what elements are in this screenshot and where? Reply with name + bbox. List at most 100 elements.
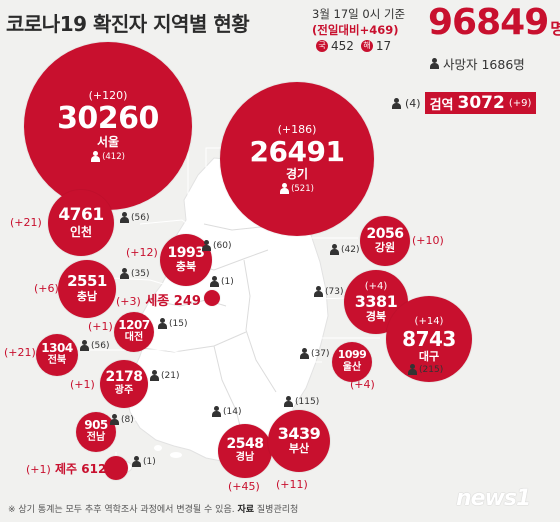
region-deaths-value: (14) <box>223 406 242 417</box>
region-increase: (+186) <box>277 123 317 137</box>
person-icon <box>91 151 101 163</box>
region-deaths-value: (521) <box>291 183 314 194</box>
person-icon <box>430 58 439 69</box>
source-label: 자료 <box>237 505 255 515</box>
date-info: 3월 17일 0시 기준 (전일대비+469) <box>312 6 422 38</box>
region-name: 충남 <box>76 289 98 303</box>
region-deaths-gyeongbuk: (73) <box>314 286 343 297</box>
region-circle-gyeongnam: 2548 경남 <box>218 424 272 478</box>
person-icon <box>120 212 129 223</box>
boundary-line <box>243 259 277 393</box>
region-circle-chungnam: 2551 충남 <box>58 260 116 318</box>
leader-line-daegu <box>291 337 380 347</box>
region-circle-jeonnam: 905 전남 <box>76 412 116 452</box>
page-title: 코로나19 확진자 지역별 현황 <box>6 12 250 36</box>
region-increase: (+120) <box>88 89 128 103</box>
person-icon <box>132 456 141 467</box>
region-deaths-daegu: (215) <box>408 364 443 375</box>
region-deaths-value: (56) <box>91 340 110 351</box>
person-icon <box>392 97 401 109</box>
region-circle-incheon: 4761 인천 <box>48 190 114 256</box>
region-name: 광주 <box>114 385 134 397</box>
region-deaths-value: (73) <box>325 286 344 297</box>
person-icon <box>212 406 221 417</box>
region-circle-gyeonggi: (+186) 26491 경기 (521) <box>220 82 374 236</box>
person-icon <box>300 348 309 359</box>
region-deaths-value: (60) <box>213 240 232 251</box>
region-count: 3439 <box>277 423 321 443</box>
region-deaths-ulsan: (37) <box>300 348 329 359</box>
region-increase-chungbuk: (+12) <box>126 246 158 259</box>
region-deaths-gyeongnam: (14) <box>212 406 241 417</box>
region-count: 30260 <box>57 101 159 137</box>
person-icon <box>284 396 293 407</box>
quarantine-deaths: (4) <box>405 96 421 110</box>
region-deaths-value: (35) <box>131 268 150 279</box>
region-increase: (+4) <box>364 280 388 292</box>
source-name: 질병관리청 <box>256 505 299 515</box>
quarantine-increase: (+9) <box>508 97 532 109</box>
person-icon <box>150 370 159 381</box>
news1-logo: news1 <box>456 486 531 511</box>
island-shape <box>154 445 162 451</box>
region-count: 8743 <box>402 326 456 351</box>
region-deaths-jeonnam: (8) <box>110 414 134 425</box>
region-deaths-gwangju: (21) <box>150 370 179 381</box>
region-increase-jeonbuk: (+21) <box>4 346 36 359</box>
leader-line-ulsan <box>299 361 322 375</box>
region-deaths-incheon: (56) <box>120 212 149 223</box>
person-icon <box>330 244 339 255</box>
region-deaths-busan: (115) <box>284 396 319 407</box>
region-name: 대구 <box>418 349 440 363</box>
region-count: 2178 <box>105 368 143 385</box>
quarantine-info: (4) 검역 3072 (+9) <box>392 92 537 114</box>
region-label-jeju: (+1) 제주 612 <box>26 460 106 477</box>
daily-change: (전일대비+469) <box>312 23 399 37</box>
reference-date: 3월 17일 0시 기준 <box>312 7 406 21</box>
total-confirmed: 96849 명 <box>428 2 560 43</box>
region-deaths-gangwon: (42) <box>330 244 359 255</box>
region-count: 249 <box>173 294 201 309</box>
region-name: 제주 <box>55 462 78 476</box>
region-count: 26491 <box>249 135 345 169</box>
person-icon <box>408 364 417 375</box>
region-circle-daegu: (+14) 8743 대구 <box>386 296 472 382</box>
footnote: ※ 상기 통계는 모두 추후 역학조사 과정에서 변경될 수 있음. 자료 질병… <box>8 502 298 515</box>
region-circle-ulsan: 1099 울산 <box>332 342 372 382</box>
region-count: 2548 <box>226 435 264 452</box>
region-increase-incheon: (+21) <box>10 216 42 229</box>
person-icon <box>210 276 219 287</box>
footnote-text: ※ 상기 통계는 모두 추후 역학조사 과정에서 변경될 수 있음. <box>8 505 235 515</box>
region-name: 강원 <box>374 241 396 255</box>
region-increase-busan: (+11) <box>276 478 308 491</box>
region-deaths-jeonbuk: (56) <box>80 340 109 351</box>
region-circle-jeonbuk: 1304 전북 <box>36 334 78 376</box>
region-count: 3381 <box>354 291 398 311</box>
region-count: 1207 <box>118 317 150 332</box>
region-deaths-value: (15) <box>169 318 188 329</box>
region-deaths-chungbuk: (60) <box>202 240 231 251</box>
total-confirmed-unit: 명 <box>550 19 560 38</box>
island-shape <box>170 452 182 458</box>
region-deaths-value: (115) <box>295 396 320 407</box>
region-deaths-value: (37) <box>311 348 330 359</box>
region-name: 울산 <box>342 361 362 373</box>
leader-line-incheon <box>139 219 191 227</box>
person-icon <box>314 286 323 297</box>
region-increase-gangwon: (+10) <box>412 234 444 247</box>
region-increase-ulsan: (+4) <box>350 378 375 391</box>
region-circle-seoul: (+120) 30260 서울 (412) <box>24 42 192 210</box>
region-circle-busan: 3439 부산 <box>268 410 330 472</box>
region-count: 1304 <box>41 340 73 355</box>
total-deaths-label: 사망자 1686명 <box>443 57 525 72</box>
region-increase: (+1) <box>26 463 51 476</box>
region-count: 1099 <box>337 348 367 362</box>
region-deaths: (412) <box>91 151 125 163</box>
total-confirmed-value: 96849 <box>428 2 549 43</box>
leader-line-jeonbuk <box>80 349 201 357</box>
region-deaths-value: (1) <box>221 276 234 287</box>
region-name: 충북 <box>175 260 197 274</box>
region-increase-chungnam: (+6) <box>34 282 59 295</box>
region-count: 905 <box>84 417 108 432</box>
